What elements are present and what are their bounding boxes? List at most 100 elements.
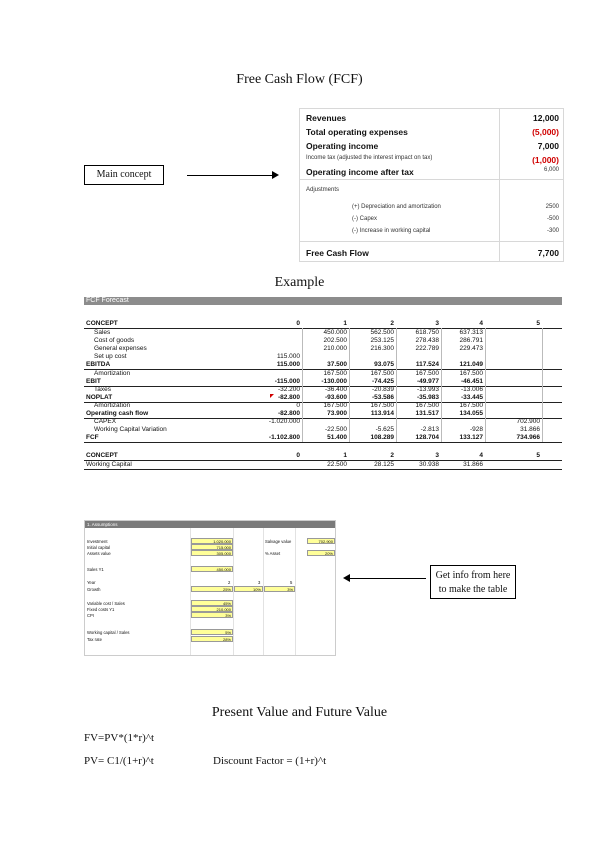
concept-row-value: 7,700	[537, 248, 559, 258]
ratio-label: Tax rate	[87, 637, 102, 642]
forecast-cell: 286.791	[459, 337, 484, 345]
get-info-box: Get info from here to make the table	[430, 565, 516, 599]
ratio-label: Variable cost / Sales	[87, 601, 125, 606]
working-capital-cell: 22.500	[327, 461, 347, 469]
forecast-row-label: EBITDA	[86, 361, 111, 369]
forecast-row-label: Amortization	[94, 401, 131, 409]
ratio-value: 5%	[191, 629, 233, 635]
grid-line	[190, 528, 191, 655]
forecast-cell: -20.839	[371, 385, 394, 393]
forecast-row-label: FCF	[86, 434, 99, 442]
ratio-value: 210.000	[191, 606, 233, 612]
forecast-row-label: CAPEX	[94, 418, 117, 426]
column-header: 5	[536, 452, 540, 460]
page-title: Free Cash Flow (FCF)	[236, 72, 363, 87]
forecast-cell: -115.000	[274, 377, 300, 385]
forecast-cell: 121.049	[459, 361, 484, 369]
forecast-cell: -5.625	[375, 426, 394, 434]
concept-row-label: (-) Increase in working capital	[352, 228, 431, 234]
forecast-cell: 229.473	[459, 345, 484, 353]
ratio-label: Fixed costs Y1	[87, 607, 115, 612]
assumptions-sheet: 1. Assumptions Investment 1.020.000 Initia…	[84, 520, 336, 656]
forecast-row-label: General expenses	[94, 345, 147, 353]
column-header: 2	[390, 320, 394, 327]
assumption-label: Assets value	[87, 551, 111, 556]
sheet-rule	[84, 418, 562, 419]
forecast-cell: -1.102.800	[268, 434, 300, 442]
column-line	[441, 328, 442, 443]
comment-marker-icon	[270, 394, 274, 398]
forecast-cell: 115.000	[276, 353, 300, 361]
forecast-cell: 133.127	[459, 434, 484, 442]
assumption-label: Salvage value	[265, 539, 292, 544]
main-concept-label: Main concept	[96, 169, 152, 180]
arrow-right-line	[187, 175, 273, 176]
forecast-row-label: Sales	[94, 329, 111, 336]
concept-row-value: (5,000)	[532, 127, 559, 137]
column-header: CONCEPT	[86, 320, 118, 327]
concept-row-value: 7,000	[537, 141, 559, 151]
column-header: 4	[479, 452, 483, 460]
forecast-cell: 31.866	[520, 426, 540, 434]
assumption-value: 702.900	[307, 538, 335, 544]
forecast-cell: -22.500	[324, 426, 347, 434]
ratio-value: 28%	[191, 636, 233, 642]
forecast-cell: 115.000	[276, 361, 300, 369]
table-column-divider	[499, 109, 500, 261]
concept-row-value: (1,000)	[532, 155, 559, 165]
working-capital-label: Working Capital	[86, 461, 132, 469]
column-header: 1	[343, 320, 347, 327]
concept-row-label: Operating income	[306, 141, 379, 151]
forecast-cell: 108.289	[370, 434, 395, 442]
sheet-rule	[84, 401, 562, 403]
ratio-label: CPI	[87, 613, 94, 618]
forecast-cell: 167.500	[370, 369, 395, 377]
pv-title: Present Value and Future Value	[211, 705, 388, 720]
concept-row-label: Revenues	[306, 113, 347, 123]
forecast-cell: -928	[469, 426, 483, 434]
column-header: CONCEPT	[86, 452, 118, 460]
column-header: 0	[296, 452, 300, 460]
arrow-left-line	[349, 578, 426, 579]
forecast-cell: -82.800	[277, 393, 300, 401]
forecast-cell: -46.451	[460, 377, 483, 385]
forecast-cell: 637.313	[459, 329, 484, 336]
concept-row-label: (-) Capex	[352, 216, 378, 222]
concept-row-value: -500	[546, 216, 559, 222]
sheet-rule	[84, 385, 562, 387]
working-capital-cell: 31.866	[463, 461, 483, 469]
year-cell: 2	[228, 580, 231, 585]
assumption-label: Year	[87, 580, 96, 585]
forecast-cell: 167.500	[459, 401, 484, 409]
column-header: 3	[435, 320, 439, 327]
forecast-cell: 0	[296, 401, 300, 409]
forecast-cell: 278.438	[415, 337, 440, 345]
example-title: Example	[274, 275, 325, 290]
fv-formula: FV=PV*(1*r)^t	[84, 732, 155, 744]
forecast-row-label: Taxes	[94, 385, 111, 393]
concept-row-label: Total operating expenses	[306, 127, 408, 137]
forecast-cell: 128.704	[415, 434, 440, 442]
forecast-cell: -93.600	[324, 393, 347, 401]
concept-row-value: -300	[546, 228, 559, 234]
column-header: 2	[390, 452, 394, 460]
growth-cell: 3%	[264, 586, 295, 592]
forecast-cell: -13.993	[416, 385, 439, 393]
column-header: 0	[296, 320, 300, 327]
forecast-row-label: Operating cash flow	[86, 410, 149, 417]
column-header: 5	[536, 320, 540, 327]
concept-row-label: Free Cash Flow	[306, 248, 369, 258]
concept-row-label: (+) Depreciation and amortization	[352, 204, 441, 210]
discount-factor-formula: Discount Factor = (1+r)^t	[213, 755, 327, 767]
column-line	[542, 328, 543, 443]
forecast-row-label: Working Capital Variation	[94, 426, 167, 434]
forecast-cell: 131.517	[415, 410, 440, 417]
forecast-cell: 117.524	[415, 361, 439, 369]
forecast-cell: 134.055	[459, 410, 484, 417]
assumption-label: Initial capital	[87, 545, 111, 550]
forecast-cell: 450.000	[323, 329, 348, 336]
column-line	[485, 328, 486, 443]
forecast-row-label: Cost of goods	[94, 337, 135, 345]
assumption-label: % Asset	[265, 551, 281, 556]
forecast-row-label: Amortization	[94, 369, 131, 377]
